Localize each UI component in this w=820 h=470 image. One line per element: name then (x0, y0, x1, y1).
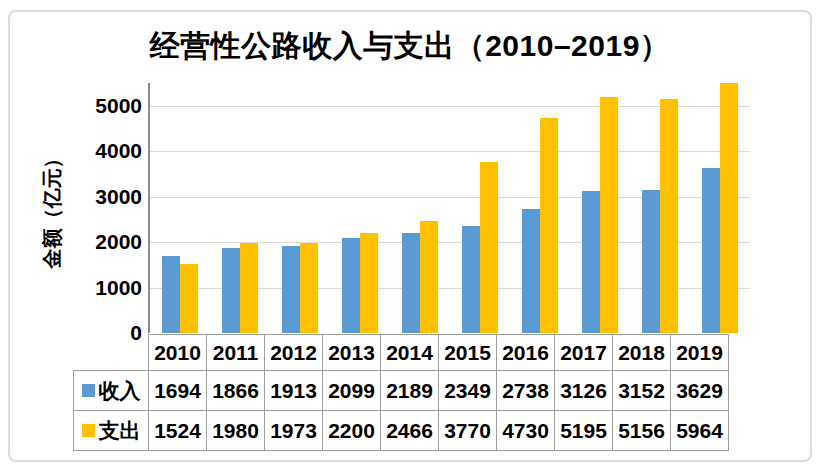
cell-income-2013: 2099 (323, 371, 381, 411)
bar-expense-2019 (720, 83, 738, 333)
legend-label-income: 收入 (99, 377, 141, 405)
cell-income-2010: 1694 (149, 371, 207, 411)
chart-title: 经营性公路收入与支出（2010–2019） (0, 26, 820, 67)
cell-income-2011: 1866 (207, 371, 265, 411)
cell-expense-2019: 5964 (671, 411, 729, 451)
cell-expense-2014: 2466 (381, 411, 439, 451)
bar-income-2013 (342, 238, 360, 333)
cell-expense-2011: 1980 (207, 411, 265, 451)
expense-legend-swatch-icon (82, 424, 95, 437)
cell-expense-2016: 4730 (497, 411, 555, 451)
table-blank-cell (74, 335, 149, 371)
bar-expense-2014 (420, 221, 438, 333)
year-header-2012: 2012 (265, 335, 323, 371)
plot-area (150, 83, 750, 333)
legend-cell-income: 收入 (74, 371, 149, 411)
cell-expense-2012: 1973 (265, 411, 323, 451)
bar-income-2016 (522, 209, 540, 333)
year-header-2010: 2010 (149, 335, 207, 371)
bar-income-2014 (402, 233, 420, 333)
cell-expense-2010: 1524 (149, 411, 207, 451)
y-axis-line (148, 83, 150, 333)
bar-income-2011 (222, 248, 240, 333)
cell-income-2014: 2189 (381, 371, 439, 411)
cell-income-2015: 2349 (439, 371, 497, 411)
year-header-2013: 2013 (323, 335, 381, 371)
year-header-2016: 2016 (497, 335, 555, 371)
year-header-2014: 2014 (381, 335, 439, 371)
year-header-2019: 2019 (671, 335, 729, 371)
year-header-2017: 2017 (555, 335, 613, 371)
legend-cell-expense: 支出 (74, 411, 149, 451)
cell-income-2016: 2738 (497, 371, 555, 411)
year-header-2015: 2015 (439, 335, 497, 371)
cell-expense-2017: 5195 (555, 411, 613, 451)
y-tick-label-4000: 4000 (58, 140, 142, 162)
year-header-2011: 2011 (207, 335, 265, 371)
data-table: 2010201120122013201420152016201720182019… (73, 334, 729, 451)
bar-expense-2012 (300, 243, 318, 333)
cell-expense-2018: 5156 (613, 411, 671, 451)
bar-income-2019 (702, 168, 720, 333)
table-row-expense: 支出 15241980197322002466377047305195515659… (74, 411, 729, 451)
cell-income-2012: 1913 (265, 371, 323, 411)
y-tick-label-5000: 5000 (58, 95, 142, 117)
y-tick-label-3000: 3000 (58, 186, 142, 208)
y-tick-label-1000: 1000 (58, 277, 142, 299)
bar-income-2017 (582, 191, 600, 333)
cell-expense-2013: 2200 (323, 411, 381, 451)
bar-expense-2010 (180, 264, 198, 333)
year-header-2018: 2018 (613, 335, 671, 371)
bar-income-2015 (462, 226, 480, 333)
cell-expense-2015: 3770 (439, 411, 497, 451)
cell-income-2017: 3126 (555, 371, 613, 411)
bar-expense-2011 (240, 243, 258, 333)
bar-expense-2013 (360, 233, 378, 333)
bar-income-2012 (282, 246, 300, 333)
chart-canvas: 经营性公路收入与支出（2010–2019） 金额（亿元） 01000200030… (0, 0, 820, 470)
bar-income-2018 (642, 190, 660, 333)
bar-expense-2018 (660, 99, 678, 333)
income-legend-swatch-icon (82, 384, 95, 397)
bar-expense-2015 (480, 162, 498, 333)
bar-income-2010 (162, 256, 180, 333)
bar-expense-2016 (540, 118, 558, 333)
cell-income-2018: 3152 (613, 371, 671, 411)
bar-expense-2017 (600, 97, 618, 333)
table-row-income: 收入 16941866191320992189234927383126315236… (74, 371, 729, 411)
table-year-row: 2010201120122013201420152016201720182019 (74, 335, 729, 371)
legend-label-expense: 支出 (99, 417, 141, 445)
y-tick-label-2000: 2000 (58, 231, 142, 253)
cell-income-2019: 3629 (671, 371, 729, 411)
